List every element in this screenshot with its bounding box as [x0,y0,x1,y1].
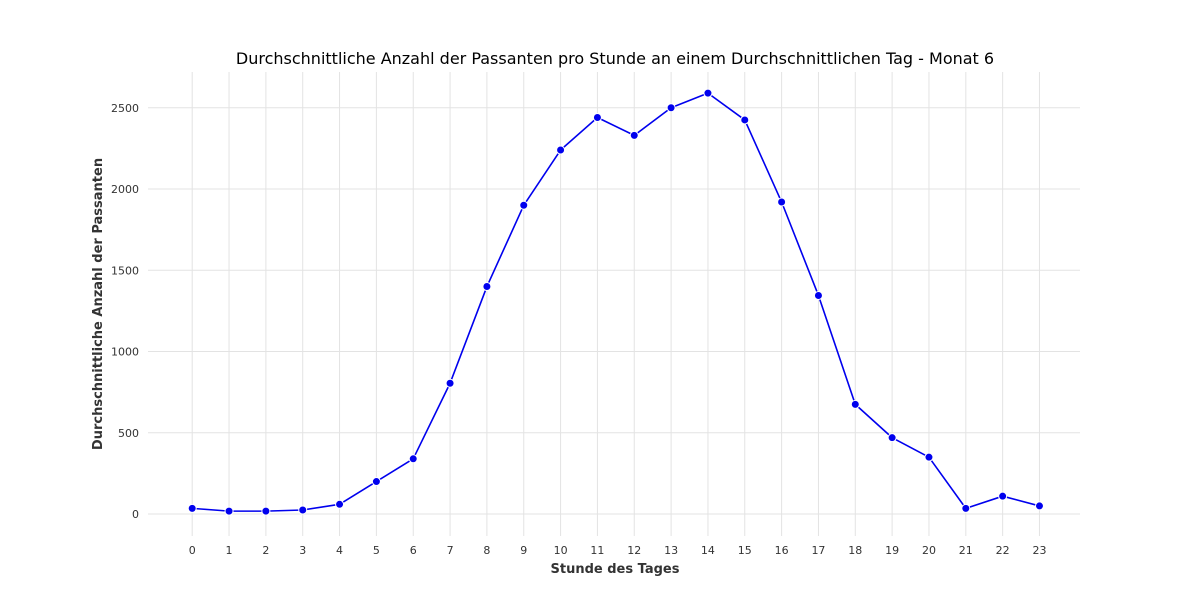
y-tick-label: 1000 [111,346,139,359]
data-point [1034,501,1044,511]
y-tick-label: 500 [118,427,139,440]
data-point [187,503,197,513]
data-point [740,115,750,125]
x-tick-label: 4 [336,544,343,557]
x-tick-label: 6 [410,544,417,557]
x-tick-label: 22 [996,544,1010,557]
data-point [629,130,639,140]
data-point [850,399,860,409]
x-tick-label: 15 [738,544,752,557]
data-point [298,505,308,515]
data-point [482,282,492,292]
y-tick-label: 0 [132,508,139,521]
data-point [777,197,787,207]
data-point [371,477,381,487]
y-tick-label: 2500 [111,102,139,115]
x-tick-label: 11 [590,544,604,557]
data-point [445,378,455,388]
x-tick-label: 7 [447,544,454,557]
series-line [192,92,1040,512]
data-point [666,103,676,113]
data-point [224,506,234,516]
chart-title: Durchschnittliche Anzahl der Passanten p… [236,49,994,68]
x-tick-label: 20 [922,544,936,557]
x-tick-label: 1 [226,544,233,557]
x-tick-label: 13 [664,544,678,557]
y-axis-label: Durchschnittliche Anzahl der Passanten [91,158,106,450]
x-tick-label: 8 [483,544,490,557]
x-tick-label: 23 [1032,544,1046,557]
series [187,88,1044,516]
x-tick-label: 21 [959,544,973,557]
data-point [556,145,566,155]
x-tick-label: 12 [627,544,641,557]
x-tick-label: 14 [701,544,715,557]
x-tick-label: 0 [189,544,196,557]
data-point [592,113,602,123]
data-point [261,506,271,516]
x-axis-ticks: 0 1 2 3 4 5 6 7 8 9 10 11 12 13 14 15 16 17 18 19 20 21 22 23 [189,544,1047,557]
x-tick-label: 3 [299,544,306,557]
data-point [335,499,345,509]
x-tick-label: 19 [885,544,899,557]
data-point [998,491,1008,501]
x-axis-label: Stunde des Tages [551,562,680,577]
x-tick-label: 9 [520,544,527,557]
data-point [703,88,713,98]
y-axis-ticks: 0 500 1000 1500 2000 2500 [111,102,139,521]
x-tick-label: 17 [811,544,825,557]
y-tick-label: 2000 [111,183,139,196]
data-point [961,503,971,513]
data-point [887,433,897,443]
data-point [813,290,823,300]
y-tick-label: 1500 [111,264,139,277]
x-tick-label: 2 [262,544,269,557]
data-point [519,200,529,210]
data-point [924,452,934,462]
x-tick-label: 16 [775,544,789,557]
x-tick-label: 5 [373,544,380,557]
grid [148,72,1080,536]
data-point [408,454,418,464]
x-tick-label: 18 [848,544,862,557]
x-tick-label: 10 [554,544,568,557]
